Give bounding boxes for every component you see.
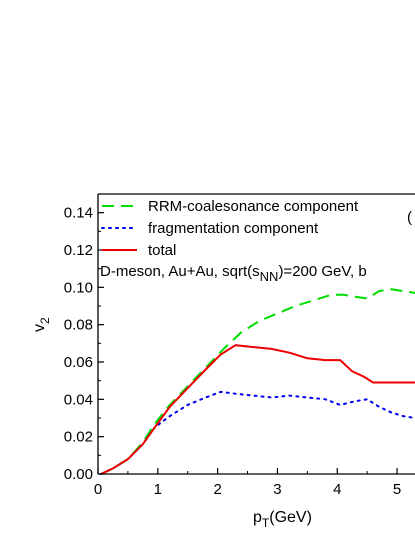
series-line-0 [100, 288, 415, 475]
y-axis-title-sub: 2 [38, 317, 52, 324]
legend-label-rrm: RRM-coalesonance component [148, 198, 359, 215]
panel-label: ( [407, 209, 412, 226]
legend-label-fragmentation: fragmentation component [148, 220, 319, 237]
x-axis-title-sub: T [262, 516, 270, 530]
x-tick-label: 1 [154, 481, 162, 498]
annotation-sub: NN [260, 269, 279, 284]
y-tick-label: 0.14 [64, 205, 93, 222]
x-axis-title-main: p [253, 509, 262, 526]
chart-annotation: D-meson, Au+Au, sqrt(sNN)=200 GeV, b [100, 263, 367, 284]
y-tick-label: 0.00 [64, 466, 93, 483]
x-axis-title: pT(GeV) [253, 509, 312, 530]
plot-lines [100, 288, 415, 475]
y-tick-label: 0.12 [64, 242, 93, 259]
x-tick-label: 3 [273, 481, 281, 498]
x-tick-label: 5 [393, 481, 401, 498]
x-tick-label: 0 [94, 481, 102, 498]
legend-label-total: total [148, 242, 176, 259]
y-axis-title-main: v [31, 324, 48, 332]
legend: RRM-coalesonance component fragmentation… [101, 198, 359, 259]
annotation-pre: D-meson, Au+Au, sqrt(s [100, 263, 260, 280]
y-tick-label: 0.08 [64, 317, 93, 334]
y-tick-label: 0.02 [64, 429, 93, 446]
ticks: 0 1 2 3 4 5 0.00 0.02 0.04 0.06 0.08 0.10 0.12 0.14 [64, 205, 401, 498]
x-tick-label: 2 [213, 481, 221, 498]
y-tick-label: 0.04 [64, 391, 93, 408]
x-tick-label: 4 [333, 481, 341, 498]
series-line-2 [100, 344, 415, 475]
axes [97, 193, 415, 475]
y-tick-label: 0.06 [64, 354, 93, 371]
annotation-post: )=200 GeV, b [278, 263, 366, 280]
y-tick-label: 0.10 [64, 279, 93, 296]
x-axis-title-rest: (GeV) [269, 509, 312, 526]
y-axis-title: v2 [31, 317, 52, 332]
